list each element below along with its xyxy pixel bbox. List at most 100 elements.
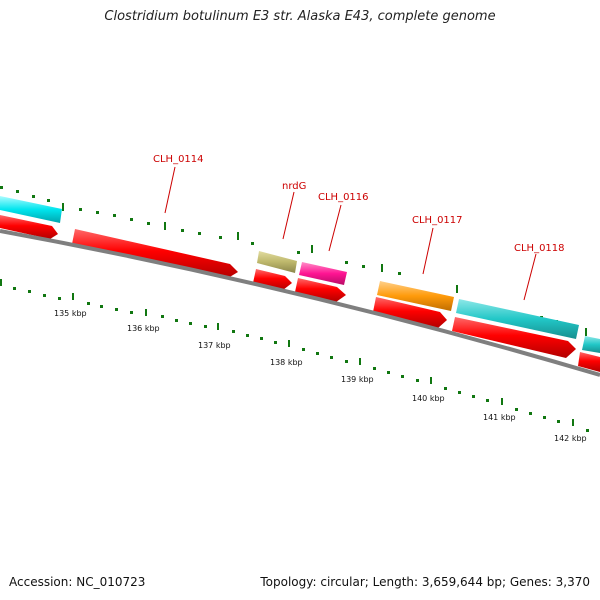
- gene-label-clh-0118[interactable]: CLH_0118: [514, 243, 565, 254]
- leader-line: [523, 253, 537, 301]
- tick-dot: [543, 416, 546, 419]
- tick-mark: [359, 358, 361, 365]
- tick-dot: [232, 330, 235, 333]
- accession-text: Accession: NC_010723: [9, 575, 146, 589]
- tick-mark: [288, 340, 290, 347]
- scale-label: 141 kbp: [483, 413, 516, 422]
- tick-dot: [345, 261, 348, 264]
- scale-label: 139 kbp: [341, 375, 374, 384]
- tick-mark: [501, 398, 503, 405]
- tick-dot: [189, 322, 192, 325]
- tick-dot: [58, 297, 61, 300]
- tick-mark: [572, 419, 574, 426]
- cds-arrow[interactable]: [0, 215, 58, 239]
- tick-dot: [43, 294, 46, 297]
- tick-dot: [246, 334, 249, 337]
- gene-labels: CLH_0114 nrdG CLH_0116 CLH_0117 CLH_0118: [153, 154, 565, 254]
- tick-mark: [311, 245, 313, 253]
- tick-dot: [297, 251, 300, 254]
- tick-dot: [362, 265, 365, 268]
- tick-dot: [32, 195, 35, 198]
- cds-arrow[interactable]: [578, 352, 600, 372]
- tick-dot: [87, 302, 90, 305]
- tick-mark: [145, 309, 147, 316]
- tick-dot: [458, 391, 461, 394]
- tick-dot: [274, 341, 277, 344]
- category-feature-cyan[interactable]: [0, 196, 62, 223]
- tick-dot: [130, 311, 133, 314]
- scale-label: 142 kbp: [554, 434, 587, 443]
- category-feature-teal[interactable]: [456, 299, 579, 339]
- cds-arrow[interactable]: [373, 297, 447, 328]
- tick-dot: [444, 387, 447, 390]
- tick-dot: [28, 290, 31, 293]
- tick-dot: [100, 305, 103, 308]
- tick-mark: [237, 232, 239, 240]
- tick-mark: [0, 279, 2, 286]
- category-track: [0, 196, 600, 353]
- tick-mark: [456, 285, 458, 293]
- scale-label: 135 kbp: [54, 309, 87, 318]
- tick-mark: [62, 203, 64, 211]
- leader-line: [164, 166, 176, 214]
- gene-label-nrdg[interactable]: nrdG: [282, 181, 306, 192]
- tick-dot: [586, 429, 589, 432]
- tick-dot: [472, 395, 475, 398]
- scale-label: 136 kbp: [127, 324, 160, 333]
- category-feature-teal[interactable]: [582, 336, 600, 353]
- tick-dot: [47, 199, 50, 202]
- scale-label: 137 kbp: [198, 341, 231, 350]
- map-title: Clostridium botulinum E3 str. Alaska E43…: [104, 9, 496, 24]
- leader-line: [328, 204, 342, 252]
- label-leaders: [164, 166, 537, 301]
- tick-dot: [387, 371, 390, 374]
- tick-dot: [0, 186, 3, 189]
- tick-dot: [204, 325, 207, 328]
- cds-arrow[interactable]: [72, 229, 238, 278]
- tick-dot: [486, 399, 489, 402]
- tick-dot: [175, 319, 178, 322]
- cds-arrow[interactable]: [295, 278, 346, 302]
- tick-dot: [147, 222, 150, 225]
- gene-label-clh-0117[interactable]: CLH_0117: [412, 215, 463, 226]
- tick-dot: [401, 375, 404, 378]
- scale-label: 140 kbp: [412, 394, 445, 403]
- scale-label: 138 kbp: [270, 358, 303, 367]
- tick-dot: [96, 211, 99, 214]
- tick-dot: [345, 360, 348, 363]
- tick-dot: [416, 379, 419, 382]
- tick-dot: [13, 287, 16, 290]
- tick-dot: [16, 190, 19, 193]
- category-feature-orange[interactable]: [377, 281, 454, 311]
- cds-arrow[interactable]: [452, 317, 576, 358]
- tick-mark: [381, 264, 383, 272]
- tick-mark: [217, 323, 219, 330]
- tick-dot: [316, 352, 319, 355]
- genome-backbone: [0, 229, 600, 377]
- tick-dot: [251, 242, 254, 245]
- tick-dot: [161, 315, 164, 318]
- tick-mark: [72, 293, 74, 300]
- tick-mark: [585, 328, 587, 336]
- leader-line: [422, 227, 434, 275]
- tick-dot: [529, 412, 532, 415]
- tick-dot: [219, 236, 222, 239]
- tick-dot: [79, 208, 82, 211]
- category-feature-magenta[interactable]: [299, 262, 347, 285]
- tick-dot: [330, 356, 333, 359]
- tick-mark: [430, 377, 432, 384]
- gene-label-clh-0114[interactable]: CLH_0114: [153, 154, 204, 165]
- tick-dot: [260, 337, 263, 340]
- tick-dot: [373, 367, 376, 370]
- tick-dot: [198, 232, 201, 235]
- scale-labels: 135 kbp 136 kbp 137 kbp 138 kbp 139 kbp …: [54, 309, 587, 443]
- genome-summary-text: Topology: circular; Length: 3,659,644 bp…: [260, 575, 590, 589]
- tick-dot: [398, 272, 401, 275]
- tick-dot: [181, 229, 184, 232]
- gene-label-clh-0116[interactable]: CLH_0116: [318, 192, 369, 203]
- tick-dot: [515, 408, 518, 411]
- tick-dot: [302, 348, 305, 351]
- inner-tick-track: [0, 279, 589, 432]
- category-feature-khaki[interactable]: [257, 251, 297, 273]
